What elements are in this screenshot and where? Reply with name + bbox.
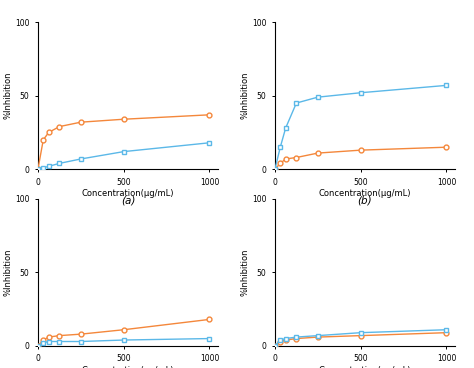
Text: (b): (b) bbox=[358, 195, 372, 205]
X-axis label: Concentration(μg/mL): Concentration(μg/mL) bbox=[319, 366, 411, 368]
Text: (a): (a) bbox=[121, 195, 135, 205]
X-axis label: Concentration(μg/mL): Concentration(μg/mL) bbox=[82, 190, 174, 198]
Y-axis label: %Inhibition: %Inhibition bbox=[240, 72, 249, 120]
Y-axis label: %Inhibition: %Inhibition bbox=[3, 72, 12, 120]
X-axis label: Concentration(μg/mL): Concentration(μg/mL) bbox=[319, 190, 411, 198]
Y-axis label: %Inhibition: %Inhibition bbox=[3, 248, 12, 296]
Legend: $\it{C.\ albicans}$, $\it{C.\ utilis}$: $\it{C.\ albicans}$, $\it{C.\ utilis}$ bbox=[74, 232, 182, 242]
Legend: $\it{C.\ albicans}$, $\it{C.\ utilis}$: $\it{C.\ albicans}$, $\it{C.\ utilis}$ bbox=[311, 232, 419, 242]
X-axis label: Concentration(μg/mL): Concentration(μg/mL) bbox=[82, 366, 174, 368]
Y-axis label: %Inhibition: %Inhibition bbox=[240, 248, 249, 296]
